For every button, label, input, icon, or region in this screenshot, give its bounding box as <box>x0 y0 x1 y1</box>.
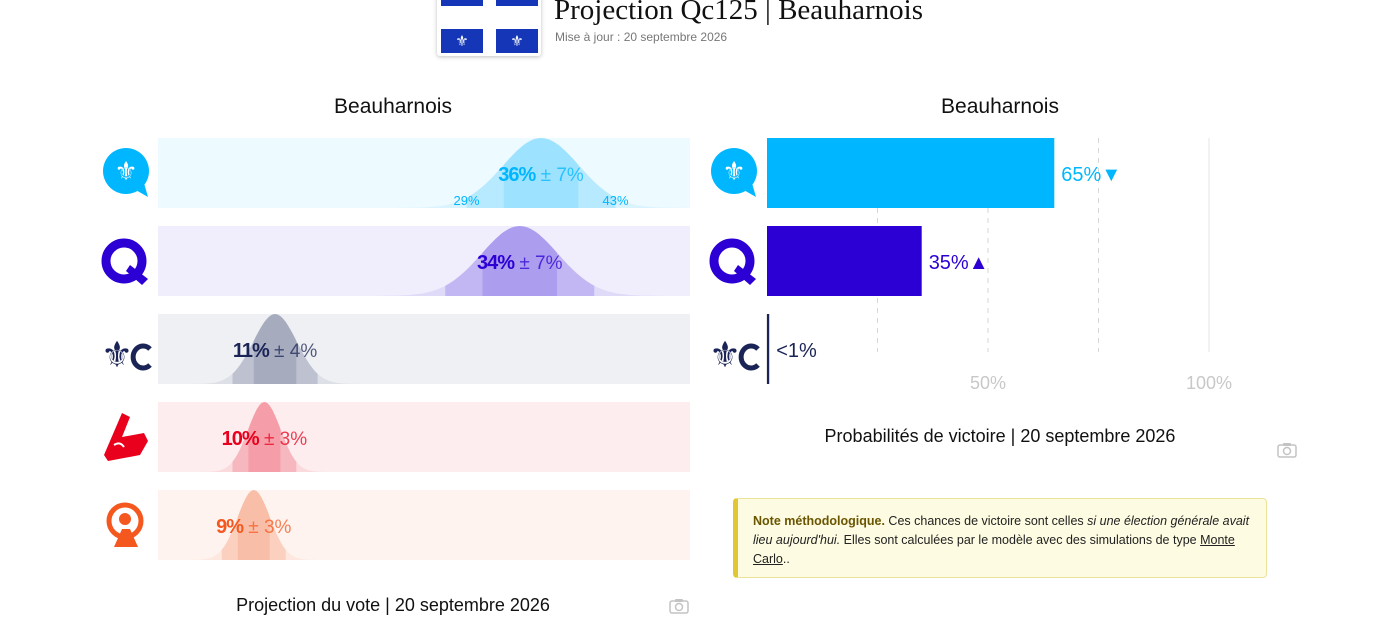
distribution-curve <box>158 226 690 296</box>
camera-icon[interactable] <box>669 598 689 618</box>
fleur-de-lis-c-icon: ⚜ <box>709 334 760 375</box>
svg-text:⚜: ⚜ <box>114 156 137 186</box>
distribution-curve <box>158 402 690 472</box>
prob-row-pq: 35%▲ <box>767 226 989 296</box>
vote-value-label: 11% ± 4% <box>233 340 317 362</box>
distribution-curve <box>158 490 690 560</box>
note-text-2: Elles sont calculées par le modèle avec … <box>840 533 1201 547</box>
monte-carlo-link[interactable]: Monte Carlo <box>753 533 1235 566</box>
vote-value-label: 10% ± 3% <box>222 428 308 450</box>
update-date: Mise à jour : 20 septembre 2026 <box>555 30 728 44</box>
ci-high-label: 43% <box>603 193 629 208</box>
q-letter-icon <box>101 238 148 285</box>
vote-row-plq: 11% ± 4% <box>158 314 690 384</box>
note-title: Note méthodologique. <box>753 514 885 528</box>
fleur-de-lis-c-icon: ⚜ <box>101 334 152 375</box>
distribution-curve <box>158 314 690 384</box>
row-background <box>158 138 690 208</box>
vote-row-caq: 36% ± 7% 29% 43% <box>158 138 690 208</box>
vote-row-pq: 34% ± 7% <box>158 226 690 296</box>
vote-value-label: 9% ± 3% <box>216 516 291 538</box>
camera-icon[interactable] <box>1277 442 1297 462</box>
fleur-de-lis-bubble-icon: ⚜ <box>103 148 149 197</box>
ci-low-label: 29% <box>454 193 480 208</box>
prob-chart-caption: Probabilités de victoire | 20 septembre … <box>824 426 1176 446</box>
distribution-curve <box>158 138 690 208</box>
row-background <box>158 490 690 560</box>
svg-text:⚜: ⚜ <box>722 156 745 186</box>
prob-chart-title: Beauharnois <box>941 95 1059 118</box>
vote-row-pcq: 10% ± 3% <box>158 402 690 472</box>
prob-row-caq: 65%▼ <box>767 138 1121 208</box>
q-letter-icon <box>709 238 756 285</box>
vote-chart-caption: Projection du vote | 20 septembre 2026 <box>236 595 550 615</box>
probability-label: 65%▼ <box>1061 164 1121 186</box>
note-text-3: .. <box>782 552 790 566</box>
fleur-de-lis-bubble-icon: ⚜ <box>711 148 757 197</box>
row-background <box>158 314 690 384</box>
page-title: Projection Qc125 | Beauharnois <box>554 0 924 26</box>
methodology-note: Note méthodologique. Ces chances de vict… <box>733 498 1267 578</box>
vote-projection-chart: 36% ± 7% 29% 43% 34% ± 7% 11% ± 4% 10% ± 3% 9%… <box>158 138 690 560</box>
prob-row-plq: <1% <box>767 314 817 384</box>
quebec-flag-icon: ⚜ ⚜ ⚜ ⚜ <box>437 0 541 56</box>
vote-value-label: 36% ± 7% <box>498 164 584 186</box>
probability-bar <box>767 314 770 384</box>
x-tick-label: 100% <box>1186 373 1232 393</box>
leaf-flag-icon <box>104 413 148 461</box>
row-background <box>158 226 690 296</box>
svg-text:⚜: ⚜ <box>709 334 741 375</box>
probability-bar <box>767 226 922 296</box>
svg-text:⚜: ⚜ <box>101 334 133 375</box>
row-background <box>158 402 690 472</box>
note-text: Ces chances de victoire sont celles <box>884 514 1088 528</box>
probability-label: 35%▲ <box>929 252 989 274</box>
win-probability-chart: 65%▼ 35%▲ <1% 50% 100% <box>766 138 1232 393</box>
probability-label: <1% <box>776 340 817 362</box>
note-italic: si une élection générale avait lieu aujo… <box>753 514 1250 547</box>
x-tick-label: 50% <box>970 373 1006 393</box>
vote-value-label: 34% ± 7% <box>477 252 563 274</box>
vote-chart-title: Beauharnois <box>334 95 452 118</box>
probability-bar <box>767 138 1055 208</box>
person-swirl-icon <box>106 502 144 547</box>
vote-row-qs: 9% ± 3% <box>158 490 690 560</box>
